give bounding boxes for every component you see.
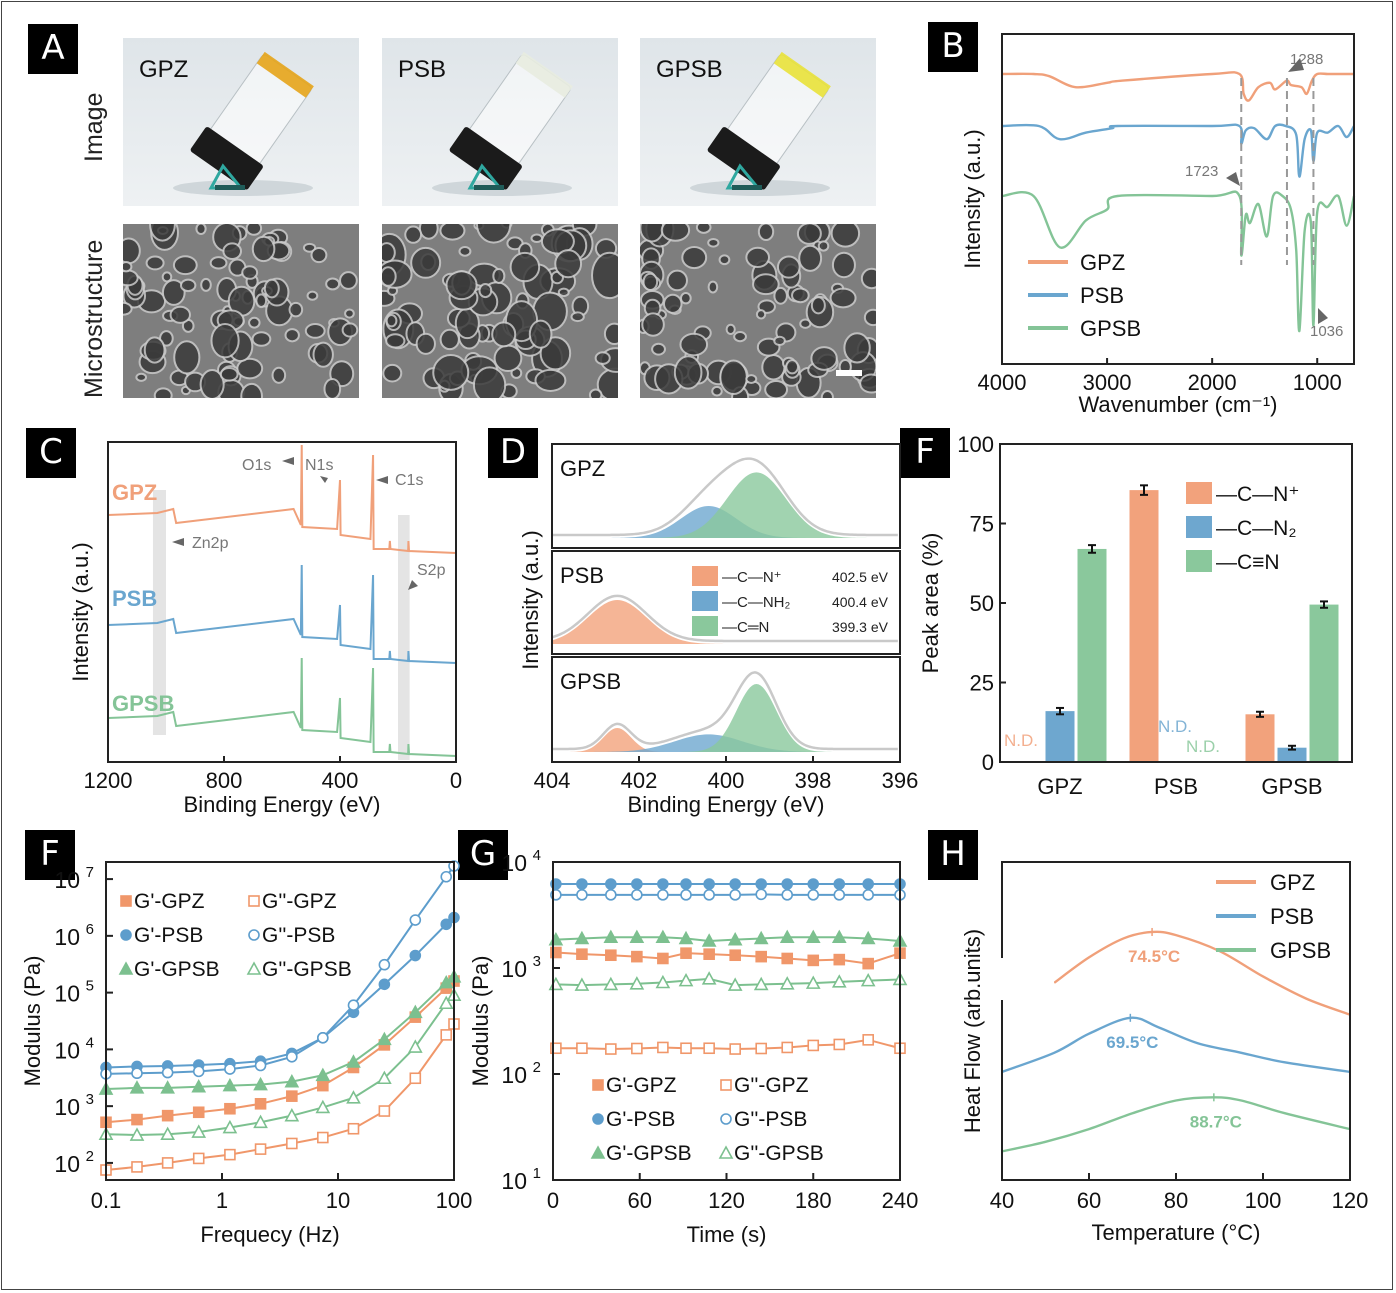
panel-label-a: A [28,24,78,74]
row-label-image: Image [80,92,108,162]
panel-label-d: D [488,428,538,478]
row-label-microstructure: Microstructure [80,239,108,398]
vial-icon [690,51,831,196]
photo-label: GPSB [656,56,723,83]
photo-psb: PSB [382,38,618,206]
panel-label-e: F [900,428,950,478]
panel-label-g: G [458,830,508,880]
sem-image-gpsb [640,224,876,398]
scale-bar [836,370,862,376]
panel-label-c: C [26,428,76,478]
vial-icon [173,51,314,196]
panel-label-h: H [928,830,978,880]
photo-gpz: GPZ [123,38,359,206]
sem-image-gpz [123,224,359,398]
panel-label-b: B [928,22,978,72]
vial-icon [432,51,573,196]
photo-label: GPZ [139,56,189,83]
sem-image-psb [382,224,618,398]
photo-gpsb: GPSB [640,38,876,206]
photo-label: PSB [398,56,447,83]
panel-label-f: F [25,830,75,880]
